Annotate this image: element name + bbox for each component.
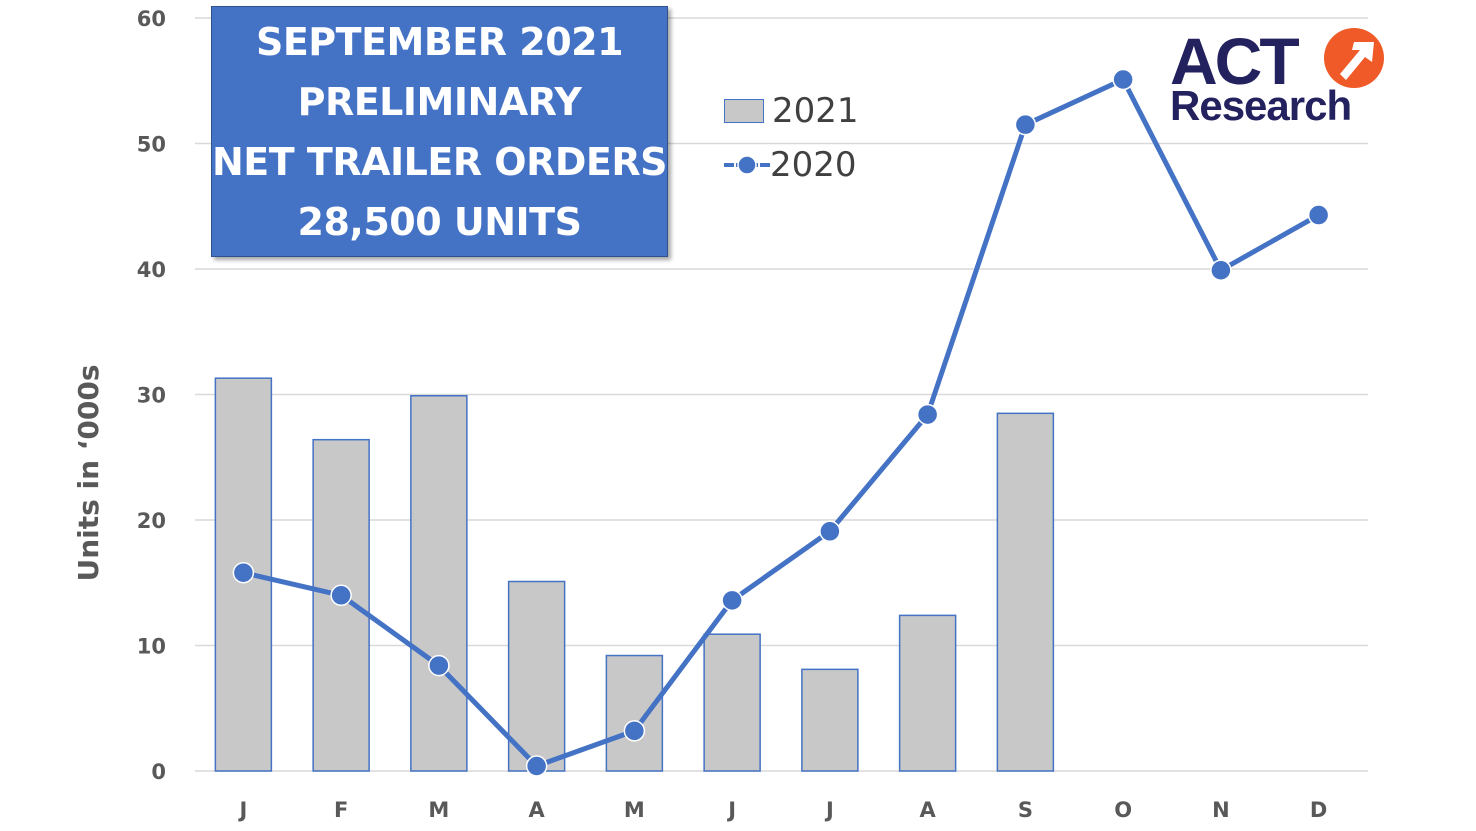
legend-bar-swatch	[724, 99, 764, 123]
legend-line-swatch	[724, 155, 770, 175]
x-tick-label: F	[334, 798, 348, 822]
point-2020	[428, 654, 450, 677]
point-2020	[721, 589, 743, 612]
point-2020	[1210, 259, 1232, 282]
annotation-line-4: 28,500 UNITS	[297, 199, 582, 244]
x-tick-label: S	[1018, 798, 1033, 822]
annotation-line-1: SEPTEMBER 2021	[255, 19, 624, 64]
y-tick-label: 50	[137, 133, 166, 157]
x-tick-label: D	[1310, 798, 1327, 822]
y-tick-label: 20	[137, 509, 166, 533]
point-2020	[232, 561, 255, 584]
y-tick-label: 40	[137, 258, 166, 282]
y-tick-label: 10	[137, 635, 166, 659]
y-tick-label: 0	[151, 760, 166, 784]
annotation-line-3: NET TRAILER ORDERS	[212, 139, 668, 184]
x-tick-label: A	[528, 798, 545, 822]
point-2020	[623, 720, 646, 742]
legend: 2021 2020	[724, 84, 859, 192]
point-2020	[525, 755, 548, 777]
legend-item-2020: 2020	[724, 138, 859, 192]
x-tick-label: O	[1114, 798, 1132, 822]
bar-2021	[507, 580, 566, 772]
svg-text:ACT: ACT	[1170, 26, 1299, 98]
y-axis-label: Units in ‘000s	[72, 364, 105, 581]
x-tick-label: J	[726, 798, 736, 822]
legend-item-2021: 2021	[724, 84, 859, 138]
annotation-line-2: PRELIMINARY	[297, 79, 582, 124]
point-2020	[1014, 113, 1037, 136]
bars-2021	[214, 377, 1055, 772]
x-tick-label: N	[1212, 798, 1230, 822]
point-2020	[916, 403, 939, 426]
x-tick-label: M	[624, 798, 645, 822]
line-2020-path	[242, 76, 1320, 769]
line-2020	[232, 68, 1330, 777]
bar-2021	[410, 395, 468, 772]
point-2020	[330, 584, 352, 607]
act-research-logo: ACT Research	[1170, 26, 1384, 126]
x-tick-label: M	[428, 798, 449, 822]
bar-2021	[801, 668, 859, 772]
bar-2021	[898, 614, 957, 772]
legend-label-2021: 2021	[772, 91, 859, 131]
legend-label-2020: 2020	[770, 145, 857, 185]
x-tick-label: J	[824, 798, 834, 822]
point-2020	[1307, 204, 1330, 226]
title-annotation-box: SEPTEMBER 2021 PRELIMINARY NET TRAILER O…	[211, 6, 668, 257]
point-2020	[819, 520, 841, 543]
bar-2021	[996, 412, 1055, 772]
y-tick-label: 30	[137, 384, 166, 408]
svg-text:Research: Research	[1170, 82, 1351, 126]
y-axis-ticks: 0 10 20 30 40 50 60	[137, 7, 166, 784]
bar-2021	[703, 633, 761, 772]
y-tick-label: 60	[137, 7, 166, 31]
x-tick-label: A	[919, 798, 936, 822]
point-2020	[1112, 68, 1134, 91]
bar-2021	[605, 654, 664, 772]
x-tick-label: J	[237, 798, 247, 822]
